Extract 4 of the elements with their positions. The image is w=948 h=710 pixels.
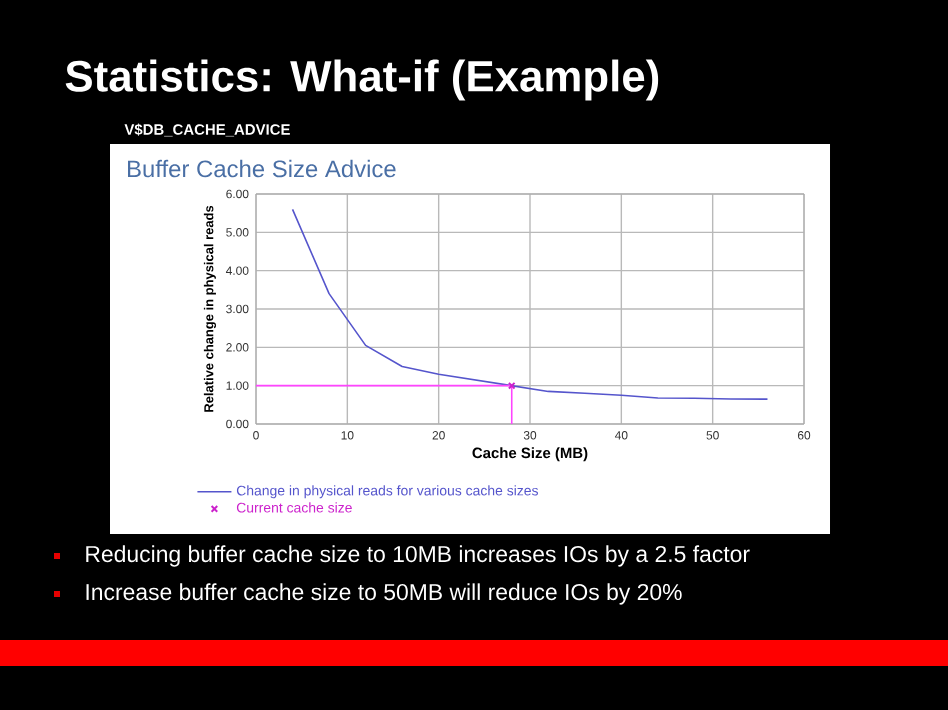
text: Statistics: What-if (Example) (65, 59, 659, 101)
text: Reducing buffer cache size to 10MB increases IOs by a 2.5 factor (86, 545, 750, 567)
chart-title: Buffer Cache Size Advice (128, 159, 396, 178)
text: Increase buffer cache size to 50MB will reduce IOs by 20% (86, 583, 682, 605)
